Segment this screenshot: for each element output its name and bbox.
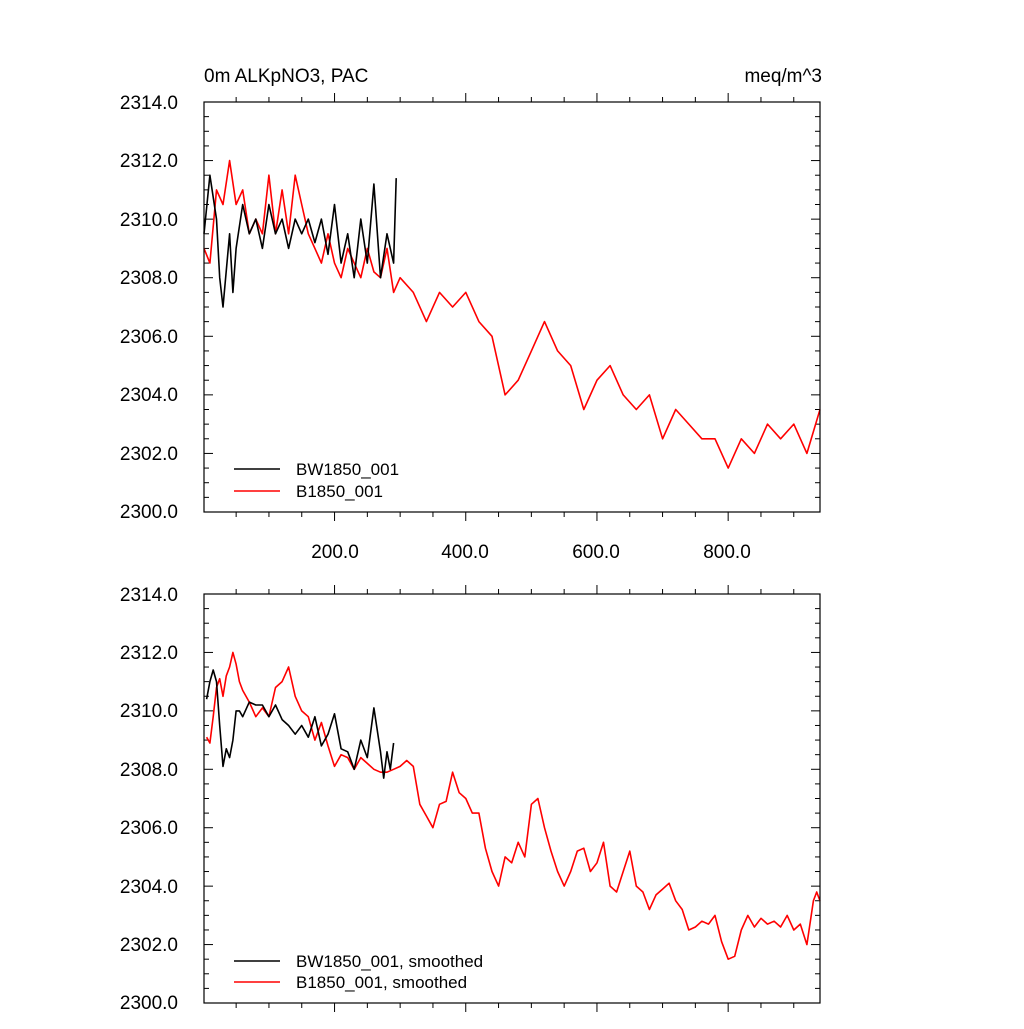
- y-tick-label: 2308.0: [120, 268, 178, 289]
- top-plot-panel: 0m ALKpNO3, PAC meq/m^3 2300.0 2302.0 23…: [120, 66, 822, 563]
- bottom-series-lines: [205, 651, 821, 961]
- series-line-b1850-001-smoothed: [205, 651, 821, 961]
- bottom-axis-ticks: [204, 585, 820, 1012]
- top-plot-frame: [203, 101, 821, 513]
- series-line-bw1850-001: [203, 174, 397, 308]
- y-tick-label: 2300.0: [120, 502, 178, 523]
- y-tick-label: 2312.0: [120, 643, 178, 664]
- x-tick-label: 400.0: [441, 542, 489, 563]
- y-tick-label: 2304.0: [120, 385, 178, 406]
- top-series-lines: [203, 159, 821, 469]
- y-tick-label: 2314.0: [120, 93, 178, 114]
- bottom-legend: BW1850_001, smoothed B1850_001, smoothed: [234, 952, 483, 992]
- y-tick-label: 2304.0: [120, 877, 178, 898]
- legend-label-b1850-smoothed: B1850_001, smoothed: [296, 973, 467, 992]
- y-tick-label: 2306.0: [120, 327, 178, 348]
- bottom-plot-panel: 2300.0 2302.0 2304.0 2306.0 2308.0 2310.…: [120, 585, 821, 1014]
- x-tick-label: 600.0: [572, 542, 620, 563]
- series-line-b1850-001: [203, 159, 821, 469]
- bottom-y-tick-labels: 2300.0 2302.0 2304.0 2306.0 2308.0 2310.…: [120, 585, 178, 1014]
- top-x-tick-labels: 200.0 400.0 600.0 800.0: [311, 542, 751, 563]
- y-tick-label: 2314.0: [120, 585, 178, 606]
- top-y-tick-labels: 2300.0 2302.0 2304.0 2306.0 2308.0 2310.…: [120, 93, 178, 523]
- plot-title: 0m ALKpNO3, PAC: [204, 66, 368, 87]
- series-line-bw1850-001-smoothed: [205, 669, 395, 779]
- y-tick-label: 2300.0: [120, 993, 178, 1014]
- top-legend: BW1850_001 B1850_001: [234, 460, 399, 501]
- x-tick-label: 800.0: [703, 542, 751, 563]
- y-tick-label: 2308.0: [120, 760, 178, 781]
- legend-label-b1850: B1850_001: [296, 482, 383, 501]
- bottom-plot-frame: [203, 593, 821, 1004]
- y-tick-label: 2310.0: [120, 701, 178, 722]
- top-axis-ticks: [204, 93, 820, 521]
- y-tick-label: 2310.0: [120, 210, 178, 231]
- y-tick-label: 2302.0: [120, 935, 178, 956]
- y-tick-label: 2306.0: [120, 818, 178, 839]
- plot-units: meq/m^3: [744, 66, 822, 87]
- x-tick-label: 200.0: [311, 542, 359, 563]
- legend-label-bw1850-smoothed: BW1850_001, smoothed: [296, 952, 483, 971]
- y-tick-label: 2312.0: [120, 151, 178, 172]
- legend-label-bw1850: BW1850_001: [296, 460, 399, 479]
- y-tick-label: 2302.0: [120, 444, 178, 465]
